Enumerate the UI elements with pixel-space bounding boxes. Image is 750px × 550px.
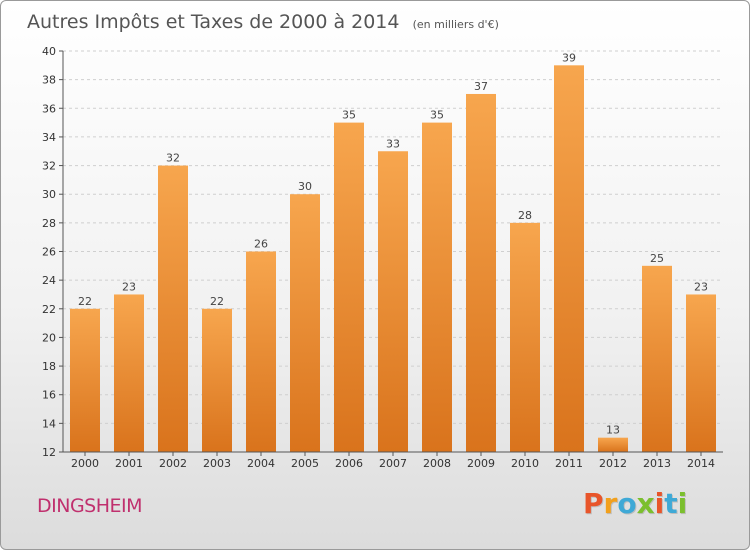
y-tick-label: 36 — [42, 102, 56, 115]
y-axis: 12 14 16 18 20 22 24 26 28 30 32 34 36 38 40 — [42, 45, 64, 459]
data-label-2011: 39 — [562, 51, 576, 64]
brand-letter: i — [677, 487, 688, 520]
x-tick-label-2012: 2012 — [599, 457, 627, 470]
bar-2003 — [202, 308, 232, 452]
data-label-2000: 22 — [78, 295, 92, 308]
y-tick-label: 40 — [42, 45, 56, 58]
data-label-2005: 30 — [298, 180, 312, 193]
x-tick-label-2010: 2010 — [511, 457, 539, 470]
x-tick-label-2002: 2002 — [159, 457, 187, 470]
x-tick-label-2014: 2014 — [687, 457, 715, 470]
bar-2001 — [114, 294, 144, 452]
x-tick-label-2005: 2005 — [291, 457, 319, 470]
bar-2008 — [422, 122, 452, 452]
brand-letter: P — [583, 487, 604, 520]
bar-2009 — [466, 93, 496, 452]
data-label-2014: 23 — [694, 280, 708, 293]
brand-logo: Proxiti — [583, 487, 687, 520]
data-label-2004: 26 — [254, 238, 268, 251]
x-tick-label-2011: 2011 — [555, 457, 583, 470]
y-tick-label: 20 — [42, 331, 56, 344]
data-label-2009: 37 — [474, 80, 488, 93]
y-tick-label: 22 — [42, 303, 56, 316]
bar-2012 — [598, 437, 628, 452]
bar-2011 — [554, 65, 584, 453]
y-tick-label: 12 — [42, 446, 56, 459]
brand-letter: r — [603, 487, 618, 520]
y-tick-label: 30 — [42, 188, 56, 201]
data-label-2003: 22 — [210, 295, 224, 308]
commune-name: DINGSHEIM — [37, 495, 143, 517]
x-tick-label-2000: 2000 — [71, 457, 99, 470]
x-tick-label-2003: 2003 — [203, 457, 231, 470]
brand-letter: x — [636, 487, 655, 520]
x-tick-label-2008: 2008 — [423, 457, 451, 470]
x-axis: 2000 2001 2002 2003 2004 2005 2006 2007 2008 2009… — [63, 451, 723, 470]
x-tick-label-2013: 2013 — [643, 457, 671, 470]
bars-layer: 22 23 32 22 26 30 35 33 35 37 28 39 13 25 23 — [70, 51, 716, 453]
data-label-2013: 25 — [650, 252, 664, 265]
bar-2000 — [70, 308, 100, 452]
brand-letter: t — [664, 487, 678, 520]
y-tick-label: 26 — [42, 246, 56, 259]
bar-2004 — [246, 251, 276, 452]
brand-letter: i — [654, 487, 665, 520]
data-label-2007: 33 — [386, 137, 400, 150]
bar-2005 — [290, 194, 320, 452]
y-tick-label: 16 — [42, 389, 56, 402]
y-tick-label: 34 — [42, 131, 56, 144]
x-tick-label-2001: 2001 — [115, 457, 143, 470]
x-tick-label-2004: 2004 — [247, 457, 275, 470]
y-tick-label: 28 — [42, 217, 56, 230]
bar-2006 — [334, 122, 364, 452]
brand-letter: o — [617, 487, 637, 520]
y-tick-label: 32 — [42, 160, 56, 173]
x-tick-label-2007: 2007 — [379, 457, 407, 470]
data-label-2010: 28 — [518, 209, 532, 222]
bar-2002 — [158, 165, 188, 453]
data-label-2008: 35 — [430, 109, 444, 122]
bar-2007 — [378, 151, 408, 452]
data-label-2006: 35 — [342, 109, 356, 122]
y-tick-label: 38 — [42, 74, 56, 87]
data-label-2002: 32 — [166, 152, 180, 165]
data-label-2012: 13 — [606, 424, 620, 437]
x-tick-label-2009: 2009 — [467, 457, 495, 470]
y-tick-label: 18 — [42, 360, 56, 373]
bar-2014 — [686, 294, 716, 452]
chart-title: Autres Impôts et Taxes de 2000 à 2014 (e… — [27, 11, 499, 33]
data-label-2001: 23 — [122, 280, 136, 293]
bar-2013 — [642, 265, 672, 452]
bar-2010 — [510, 222, 540, 452]
y-tick-label: 14 — [42, 417, 56, 430]
x-tick-label-2006: 2006 — [335, 457, 363, 470]
y-tick-label: 24 — [42, 274, 56, 287]
